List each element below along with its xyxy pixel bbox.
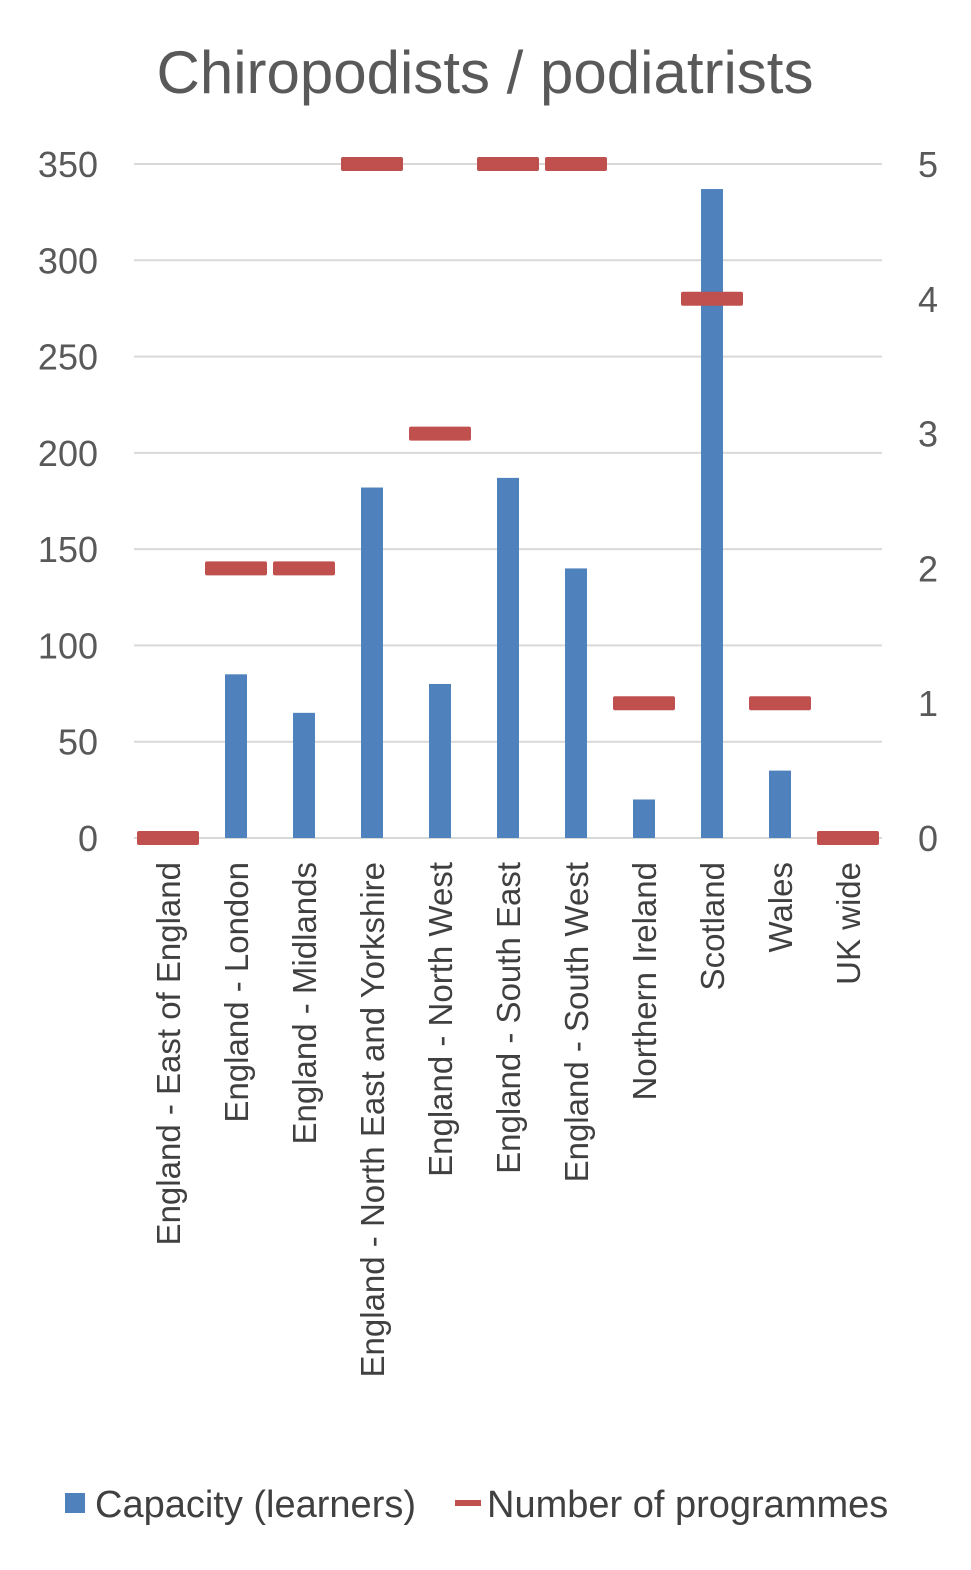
programme-marker: [205, 561, 267, 576]
legend: Capacity (learners) Number of programmes: [65, 1484, 888, 1526]
category-label: England - North East and Yorkshire: [354, 862, 391, 1377]
legend-label-capacity: Capacity (learners): [95, 1484, 416, 1526]
category-label: UK wide: [830, 862, 867, 985]
category-label: England - Midlands: [286, 862, 323, 1145]
right-tick-label: 5: [918, 144, 938, 185]
capacity-bar: [769, 770, 791, 838]
category-label: Wales: [762, 862, 799, 952]
category-label: Northern Ireland: [626, 862, 663, 1100]
programme-marker: [477, 157, 539, 171]
category-label: Scotland: [694, 862, 731, 990]
category-label: England - South West: [558, 862, 595, 1182]
programme-marker: [613, 696, 675, 711]
right-tick-label: 3: [918, 414, 938, 455]
programme-marker: [749, 696, 811, 711]
legend-swatch-capacity: [65, 1493, 85, 1513]
programme-marker: [409, 426, 471, 441]
capacity-bar: [293, 712, 315, 838]
capacity-bars: [225, 189, 791, 838]
capacity-bar: [361, 487, 383, 838]
right-tick-label: 2: [918, 548, 938, 589]
legend-swatch-programmes: [455, 1500, 481, 1506]
legend-label-programmes: Number of programmes: [487, 1484, 888, 1526]
capacity-bar: [701, 189, 723, 838]
programme-marker: [817, 831, 879, 845]
programme-markers: [137, 157, 879, 845]
capacity-bar: [225, 674, 247, 838]
capacity-bar: [633, 799, 655, 838]
left-tick-label: 50: [58, 722, 98, 763]
category-labels: England - East of England England - Londo…: [150, 862, 867, 1377]
programme-marker: [341, 157, 403, 171]
right-axis-ticks: 0 1 2 3 4 5: [918, 144, 938, 859]
left-tick-label: 150: [38, 529, 98, 570]
category-label: England - North West: [422, 862, 459, 1177]
chart-title: Chiropodists / podiatrists: [157, 39, 814, 106]
right-tick-label: 1: [918, 683, 938, 724]
programme-marker: [137, 831, 199, 845]
left-axis-ticks: 0 50 100 150 200 250 300 350: [38, 144, 98, 859]
left-tick-label: 200: [38, 433, 98, 474]
category-label: England - South East: [490, 862, 527, 1174]
left-tick-label: 0: [78, 818, 98, 859]
category-label: England - London: [218, 862, 255, 1123]
right-tick-label: 4: [918, 279, 938, 320]
programme-marker: [681, 291, 743, 306]
left-tick-label: 100: [38, 625, 98, 666]
capacity-bar: [497, 477, 519, 838]
left-tick-label: 250: [38, 337, 98, 378]
capacity-bar: [429, 683, 451, 838]
programme-marker: [273, 561, 335, 576]
category-label: England - East of England: [150, 862, 187, 1245]
right-tick-label: 0: [918, 818, 938, 859]
capacity-bar: [565, 568, 587, 838]
programme-marker: [545, 157, 607, 171]
left-tick-label: 350: [38, 144, 98, 185]
left-tick-label: 300: [38, 240, 98, 281]
